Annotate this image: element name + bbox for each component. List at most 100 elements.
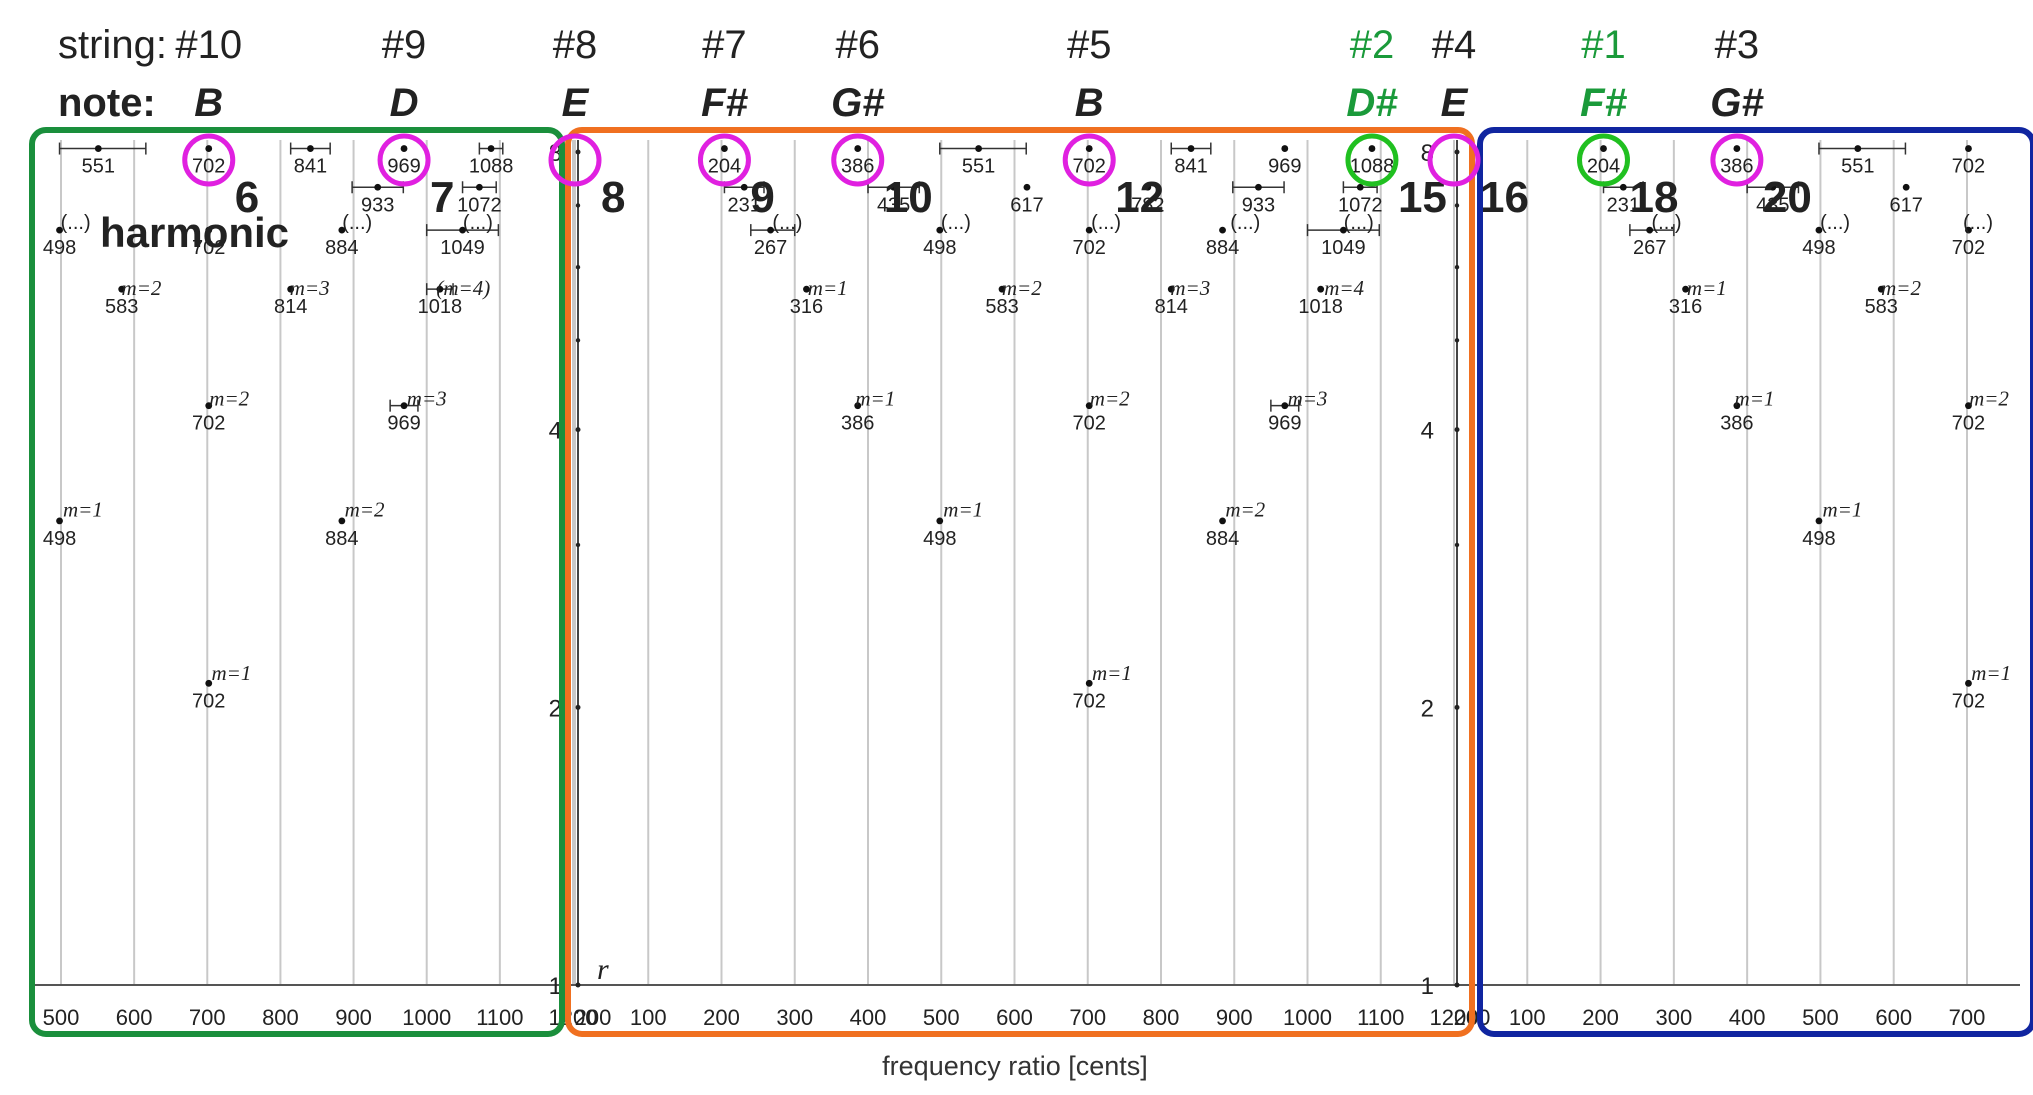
data-point bbox=[1085, 402, 1093, 410]
string-number: #2 bbox=[1350, 23, 1395, 67]
m-label: m=2 bbox=[209, 386, 249, 410]
data-value-label: 498 bbox=[1802, 237, 1835, 259]
note-name: D# bbox=[1346, 81, 1398, 125]
data-value-label: 316 bbox=[1669, 296, 1702, 318]
data-value-label: 551 bbox=[82, 156, 115, 178]
harmonic-number: 16 bbox=[1480, 173, 1529, 222]
data-point bbox=[936, 517, 944, 525]
harmonic-number: 9 bbox=[750, 173, 774, 222]
data-value-label: 782 bbox=[1131, 194, 1164, 216]
highlight-circle bbox=[1427, 133, 1481, 187]
data-point bbox=[436, 285, 444, 293]
data-point bbox=[1965, 226, 1972, 234]
data-point bbox=[1281, 145, 1289, 152]
data-value-label: 435 bbox=[877, 194, 910, 216]
y-tick-dot bbox=[575, 427, 581, 433]
data-value-label: 498 bbox=[1802, 528, 1835, 550]
data-value-label: 1049 bbox=[1321, 237, 1366, 259]
data-value-label: 814 bbox=[1155, 296, 1188, 318]
note-name: G# bbox=[831, 81, 885, 125]
data-value-label: 969 bbox=[387, 413, 420, 435]
y-tick-dot bbox=[575, 982, 581, 988]
data-value-label: 702 bbox=[1073, 156, 1106, 178]
data-point bbox=[1733, 402, 1741, 410]
y-minor-dot bbox=[1454, 203, 1460, 208]
data-point bbox=[1255, 183, 1262, 191]
note-name: B bbox=[194, 81, 223, 125]
x-tick-label-blue: 400 bbox=[1729, 1005, 1766, 1030]
data-point bbox=[118, 285, 126, 293]
data-point bbox=[459, 226, 466, 234]
m-label: m=1 bbox=[943, 498, 983, 522]
y-tick-dot bbox=[575, 149, 581, 155]
data-point bbox=[767, 226, 774, 234]
data-value-label: 933 bbox=[361, 194, 394, 216]
data-point bbox=[56, 226, 63, 234]
data-point bbox=[205, 145, 213, 152]
highlight-circle bbox=[182, 133, 236, 187]
data-point bbox=[287, 285, 295, 293]
data-value-label: 841 bbox=[1174, 156, 1207, 178]
note-name: F# bbox=[1580, 81, 1627, 125]
note-name: E bbox=[1441, 81, 1469, 125]
x-tick-label-orange: 1100 bbox=[1357, 1005, 1404, 1030]
ellipsis-label: (...) bbox=[61, 212, 91, 234]
m-label: m=1 bbox=[1092, 661, 1132, 685]
highlight-circle bbox=[831, 133, 885, 187]
data-point bbox=[890, 183, 898, 191]
data-point bbox=[803, 285, 810, 293]
note-name: E bbox=[562, 81, 590, 125]
data-point bbox=[1085, 145, 1093, 152]
ellipsis-label: (...) bbox=[1230, 212, 1260, 234]
data-value-label: 583 bbox=[1865, 296, 1898, 318]
x-tick-label-orange: 400 bbox=[850, 1005, 887, 1030]
data-point bbox=[1219, 226, 1226, 234]
panel-frame-green bbox=[29, 127, 565, 1037]
data-point bbox=[1339, 226, 1347, 234]
data-value-label: 583 bbox=[985, 296, 1018, 318]
r-axis-label: r bbox=[597, 953, 609, 986]
m-label: m=2 bbox=[1225, 498, 1265, 522]
y-minor-dot bbox=[1454, 265, 1460, 270]
harmonic-number: 20 bbox=[1763, 173, 1812, 222]
data-value-label: 231 bbox=[728, 194, 761, 216]
harmonic-number: 12 bbox=[1115, 173, 1164, 222]
y-tick-label-right: 4 bbox=[1421, 418, 1434, 445]
m-label: m=3 bbox=[407, 386, 447, 410]
panel-frame-blue bbox=[1477, 127, 2033, 1037]
data-point bbox=[1815, 517, 1823, 525]
data-value-label: 1088 bbox=[1350, 156, 1395, 178]
data-point bbox=[998, 285, 1006, 293]
m-label: m=2 bbox=[345, 498, 385, 522]
data-value-label: 617 bbox=[1889, 194, 1922, 216]
data-point bbox=[338, 517, 346, 525]
highlight-circle bbox=[548, 133, 602, 187]
data-point bbox=[854, 402, 862, 410]
data-value-label: 702 bbox=[192, 237, 225, 259]
ellipsis-label: (...) bbox=[1963, 212, 1993, 234]
x-tick-label-green: 600 bbox=[116, 1005, 153, 1030]
highlight-circle bbox=[1345, 133, 1399, 187]
data-value-label: 841 bbox=[294, 156, 327, 178]
string-number: #5 bbox=[1067, 23, 1112, 67]
data-value-label: 814 bbox=[274, 296, 307, 318]
data-value-label: 702 bbox=[192, 413, 225, 435]
data-value-label: 969 bbox=[387, 156, 420, 178]
data-point bbox=[1368, 145, 1376, 152]
data-value-label: 702 bbox=[1073, 237, 1106, 259]
data-value-label: 498 bbox=[923, 237, 956, 259]
x-tick-label-green: 700 bbox=[189, 1005, 226, 1030]
data-point bbox=[1167, 285, 1175, 293]
y-minor-dot bbox=[575, 338, 581, 343]
m-label: m=2 bbox=[122, 276, 162, 300]
data-point bbox=[975, 145, 983, 152]
data-point bbox=[1965, 145, 1972, 152]
m-label: m=1 bbox=[63, 498, 103, 522]
highlight-circle bbox=[697, 133, 751, 187]
data-point bbox=[854, 145, 862, 152]
x-tick-label-orange: 100 bbox=[630, 1005, 667, 1030]
data-value-label: 1018 bbox=[1298, 296, 1343, 318]
ellipsis-label: (...) bbox=[342, 212, 372, 234]
m-label: m=2 bbox=[1090, 386, 1130, 410]
